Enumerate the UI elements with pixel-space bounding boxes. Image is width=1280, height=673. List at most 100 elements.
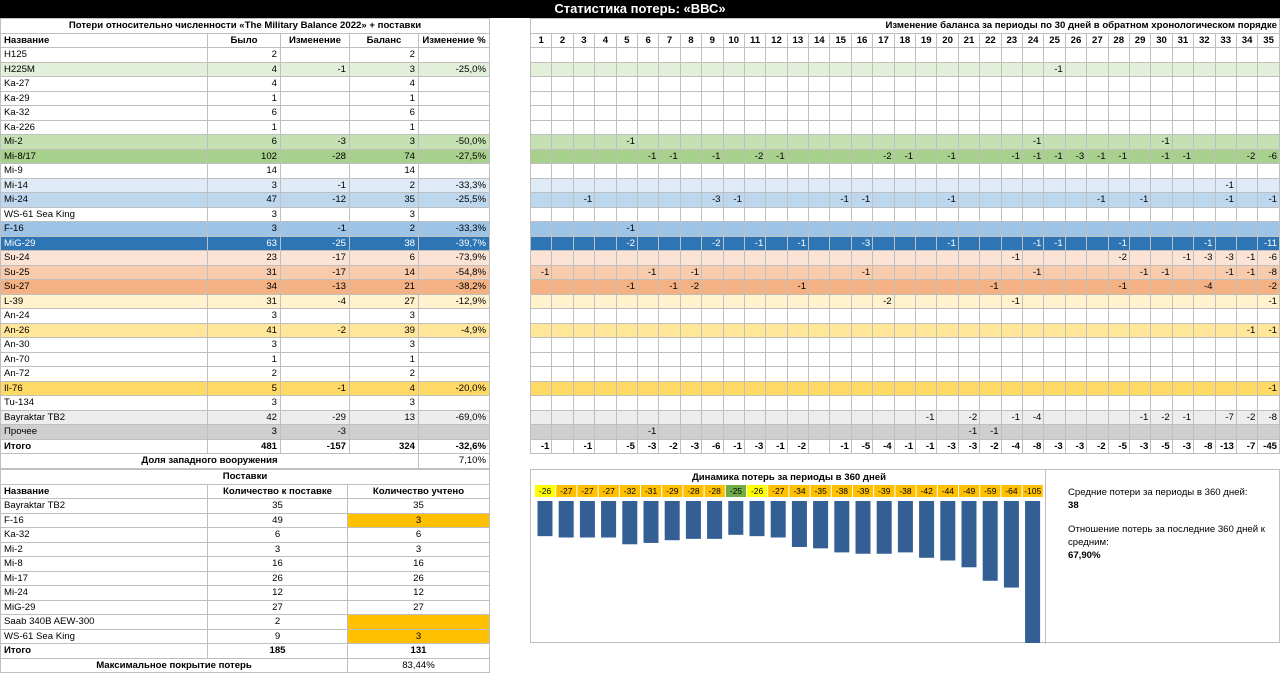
period-cell	[1064, 235, 1088, 251]
row-was: 6	[207, 134, 281, 150]
period-cell	[957, 163, 981, 179]
period-cell	[701, 337, 724, 353]
period-cell	[1214, 395, 1237, 411]
period-cell	[1086, 134, 1109, 150]
period-cell	[1000, 61, 1023, 77]
period-cell	[872, 322, 895, 338]
bar-data-label: -32	[624, 486, 637, 496]
row-was: 1	[207, 351, 281, 367]
bar-data-label: -42	[921, 486, 934, 496]
period-cell	[1107, 119, 1130, 135]
period-cell	[636, 47, 660, 63]
period-cell: -1	[936, 148, 959, 164]
period-cell	[872, 90, 895, 106]
period-cell	[1235, 47, 1259, 63]
period-cell: -4	[1193, 279, 1216, 295]
period-cell	[915, 105, 938, 121]
period-cell	[679, 250, 703, 266]
period-total: -3	[636, 438, 660, 454]
chart-bar	[982, 501, 998, 581]
period-cell	[572, 90, 596, 106]
period-cell	[1086, 221, 1109, 237]
period-cell	[829, 380, 852, 396]
supply-name: Mi-24	[0, 585, 208, 601]
period-cell	[572, 134, 596, 150]
period-cell	[1171, 279, 1195, 295]
period-cell: -1	[658, 279, 681, 295]
period-cell	[1257, 308, 1280, 324]
period-cell	[1214, 163, 1237, 179]
period-cell: -1	[1043, 61, 1066, 77]
period-cell	[551, 221, 574, 237]
row-pct: -50,0%	[417, 134, 491, 150]
period-cell	[872, 366, 895, 382]
period-cell	[808, 134, 831, 150]
period-cell	[1086, 264, 1109, 280]
period-cell	[658, 61, 681, 77]
row-change	[280, 105, 350, 121]
period-total: -5	[1150, 438, 1173, 454]
period-cell	[658, 76, 681, 92]
period-cell	[829, 235, 852, 251]
total-pct: -32,6%	[417, 438, 491, 454]
period-cell	[636, 308, 660, 324]
period-cell	[1064, 76, 1088, 92]
period-cell	[636, 192, 660, 208]
period-cell	[979, 395, 1002, 411]
period-cell	[1000, 47, 1023, 63]
total-name: Итого	[0, 643, 208, 659]
period-cell	[829, 308, 852, 324]
period-cell	[594, 221, 617, 237]
bar-data-label: -27	[560, 486, 573, 496]
chart-bar	[834, 501, 850, 553]
period-cell	[572, 424, 596, 440]
period-cell: -1	[765, 148, 788, 164]
bar-data-label: -34	[793, 486, 806, 496]
period-cell	[636, 380, 660, 396]
period-cell	[636, 235, 660, 251]
period-cell	[893, 322, 917, 338]
period-cell	[936, 76, 959, 92]
chart-bar	[897, 501, 913, 553]
page-title: Статистика потерь: «ВВС»	[0, 0, 1280, 18]
period-cell	[722, 337, 745, 353]
period-number: 10	[722, 32, 745, 48]
losses-total-row: Итого 481 -157 324 -32,6%	[0, 438, 491, 454]
row-pct	[417, 395, 491, 411]
western-share-label: Доля западного вооружения	[0, 453, 419, 469]
period-cell	[615, 366, 638, 382]
period-total: -2	[979, 438, 1002, 454]
period-cell	[872, 337, 895, 353]
period-cell	[850, 47, 874, 63]
period-cell	[529, 293, 553, 309]
period-cell	[979, 47, 1002, 63]
row-change: -1	[280, 61, 350, 77]
period-cell	[1171, 366, 1195, 382]
period-cell	[765, 235, 788, 251]
period-cell	[1193, 395, 1216, 411]
period-cell	[594, 105, 617, 121]
period-cell	[893, 380, 917, 396]
period-cell	[915, 177, 938, 193]
period-cell	[679, 337, 703, 353]
losses-row: An-24 3 3	[0, 308, 491, 324]
period-cell: -1	[1107, 279, 1130, 295]
period-cell	[1257, 337, 1280, 353]
period-cell	[615, 163, 638, 179]
period-cell: -11	[1257, 235, 1280, 251]
period-cell	[1193, 47, 1216, 63]
period-cell	[1171, 206, 1195, 222]
periods-row: -1 -1 -1	[529, 424, 1280, 440]
period-cell	[1000, 206, 1023, 222]
chart-title: Динамика потерь за периоды в 360 дней	[691, 472, 887, 483]
period-cell	[701, 322, 724, 338]
period-cell: -1	[786, 235, 810, 251]
period-cell	[743, 322, 767, 338]
periods-row: -1 -2 -1 -4 -1 -2 -1 -7 -2 -8	[529, 409, 1280, 425]
period-cell	[1235, 351, 1259, 367]
period-number: 2	[551, 32, 574, 48]
loss-ratio-value: 67,90%	[1068, 550, 1101, 561]
period-cell	[850, 61, 874, 77]
supplies-row: Saab 340B AEW-300 2	[0, 614, 490, 630]
period-cell	[786, 250, 810, 266]
